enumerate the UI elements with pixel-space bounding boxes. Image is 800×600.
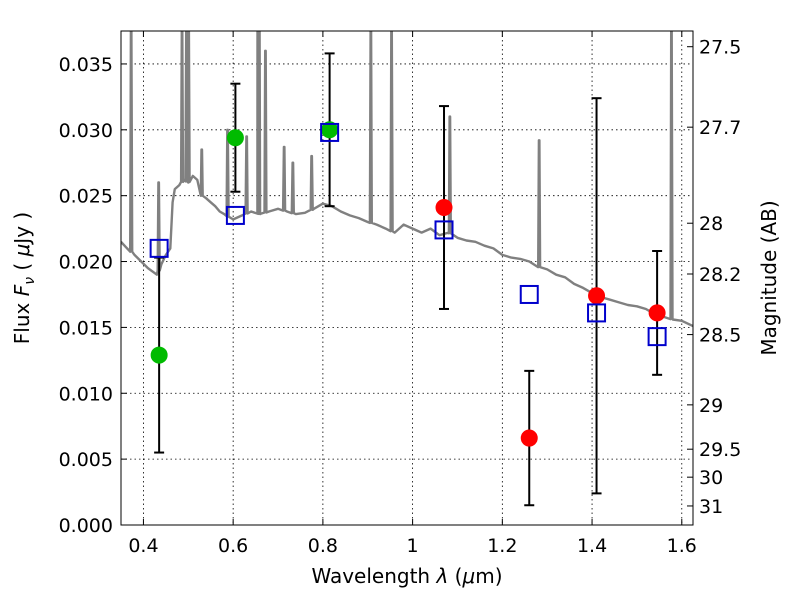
red-data-point bbox=[588, 287, 606, 305]
x-tick-label: 0.6 bbox=[218, 535, 248, 557]
model-photometry-square bbox=[587, 303, 607, 323]
y2-tick-label: 29.5 bbox=[699, 439, 741, 461]
green-data-point bbox=[150, 346, 168, 364]
x-tick-label: 1.4 bbox=[577, 535, 607, 557]
y-tick-label: 0.005 bbox=[59, 449, 113, 471]
y2-tick-label: 27.5 bbox=[699, 37, 741, 59]
data-markers bbox=[149, 121, 667, 447]
y-tick-label: 0.020 bbox=[59, 252, 113, 274]
plot-frame bbox=[120, 30, 694, 526]
y2-tick-label: 29 bbox=[699, 395, 723, 417]
model-photometry-square bbox=[434, 220, 454, 240]
y-tick-label: 0.010 bbox=[59, 383, 113, 405]
model-photometry-square bbox=[149, 238, 169, 258]
y-tick-label: 0.000 bbox=[59, 515, 113, 537]
y-axis-title: Flux Fν ( μJy ) bbox=[10, 212, 38, 344]
model-photometry-square bbox=[519, 284, 539, 304]
model-spectrum-line bbox=[121, 31, 693, 328]
y2-tick-label: 30 bbox=[699, 467, 723, 489]
error-bars bbox=[154, 52, 663, 507]
y2-tick-label: 28.2 bbox=[699, 264, 741, 286]
x-axis-title: Wavelength λ (μm) bbox=[311, 564, 502, 588]
model-photometry-square bbox=[320, 122, 340, 142]
green-data-point bbox=[226, 129, 244, 147]
x-tick-label: 1.6 bbox=[667, 535, 697, 557]
red-data-point bbox=[435, 199, 453, 217]
x-tick-label: 0.8 bbox=[308, 535, 338, 557]
y2-tick-label: 28.5 bbox=[699, 325, 741, 347]
y-tick-label: 0.030 bbox=[59, 120, 113, 142]
x-tick-label: 0.4 bbox=[128, 535, 158, 557]
y-tick-label: 0.035 bbox=[59, 54, 113, 76]
x-tick-label: 1.2 bbox=[487, 535, 517, 557]
red-data-point bbox=[648, 304, 666, 322]
y-tick-label: 0.025 bbox=[59, 186, 113, 208]
y2-tick-label: 31 bbox=[699, 496, 723, 518]
y2-tick-label: 28 bbox=[699, 213, 723, 235]
plot-area bbox=[121, 31, 693, 328]
grid-lines bbox=[121, 31, 693, 526]
model-photometry-square bbox=[647, 327, 667, 347]
model-photometry-square bbox=[225, 205, 245, 225]
x-tick-label: 1 bbox=[407, 535, 419, 557]
axes: 0.4 0.6 0.8 1 1.2 1.4 1.6 0.000 0.005 0.010 0.015 0… bbox=[59, 31, 741, 557]
y2-tick-label: 27.7 bbox=[699, 117, 741, 139]
red-data-point bbox=[520, 429, 538, 447]
y-tick-label: 0.015 bbox=[59, 317, 113, 339]
y2-axis-title: Magnitude (AB) bbox=[757, 200, 781, 355]
